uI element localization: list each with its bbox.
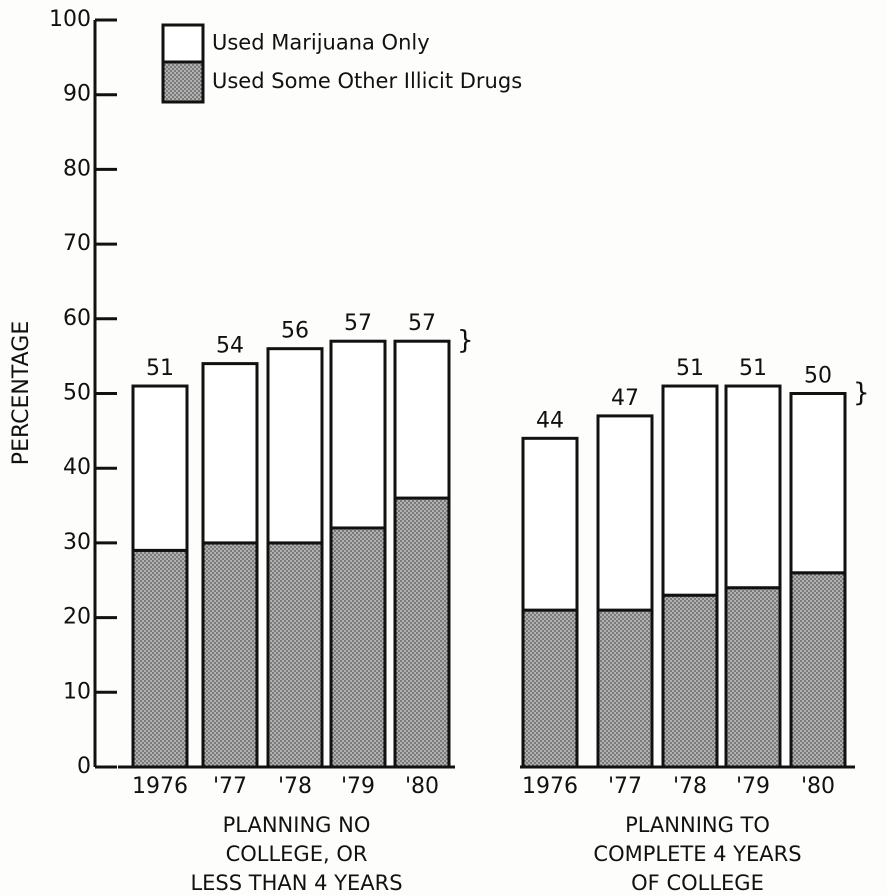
legend-label: Used Marijuana Only xyxy=(212,31,430,55)
total-label: 51 xyxy=(739,356,767,381)
group-label: COMPLETE 4 YEARS xyxy=(593,842,801,866)
bar-segment xyxy=(131,548,189,769)
group-label: PLANNING TO xyxy=(625,813,770,837)
bar-segment xyxy=(266,541,324,769)
bar-segment xyxy=(329,339,387,530)
x-tick-label: '78 xyxy=(673,774,707,799)
bar-segment xyxy=(131,384,189,552)
bar-segment xyxy=(266,347,324,545)
y-tick-label: 90 xyxy=(63,82,91,107)
bar-segment xyxy=(661,384,719,597)
x-tick-label: '77 xyxy=(608,774,642,799)
total-label: 44 xyxy=(536,408,564,433)
total-label: 57 xyxy=(344,311,372,336)
x-tick-label: '79 xyxy=(341,774,375,799)
legend-swatch xyxy=(161,60,205,104)
total-label: 54 xyxy=(216,334,244,359)
bar-segment xyxy=(201,362,259,545)
bar-segment xyxy=(521,436,579,612)
bar-segment xyxy=(393,339,451,500)
y-tick-label: 10 xyxy=(63,679,91,704)
group-label: COLLEGE, OR xyxy=(226,842,368,866)
bar-segment xyxy=(201,541,259,769)
group-label: PLANNING NO xyxy=(223,813,371,837)
group-label: LESS THAN 4 YEARS xyxy=(190,871,402,895)
x-tick-label: 1976 xyxy=(522,774,578,799)
y-tick-label: 40 xyxy=(63,455,91,480)
y-tick-label: 50 xyxy=(63,381,91,406)
total-label: 50 xyxy=(804,364,832,389)
y-tick-label: 100 xyxy=(49,7,91,32)
bar-segment xyxy=(521,608,579,769)
brace: } xyxy=(457,326,474,356)
total-label: 51 xyxy=(146,356,174,381)
bar-segment xyxy=(724,586,782,769)
legend-label: Used Some Other Illicit Drugs xyxy=(212,69,522,93)
bar-segment xyxy=(329,526,387,769)
total-label: 51 xyxy=(676,356,704,381)
y-tick-label: 30 xyxy=(63,530,91,555)
total-label: 56 xyxy=(281,319,309,344)
bar-segment xyxy=(596,608,654,769)
bar-segment xyxy=(724,384,782,590)
bar-segment xyxy=(789,392,847,575)
x-tick-label: '79 xyxy=(736,774,770,799)
bar-segment xyxy=(661,593,719,769)
legend-swatch xyxy=(161,23,205,64)
group-label: OF COLLEGE xyxy=(631,871,764,895)
y-tick-label: 0 xyxy=(77,754,91,779)
brace: } xyxy=(853,378,870,408)
x-tick-label: '80 xyxy=(405,774,439,799)
y-tick-label: 20 xyxy=(63,605,91,630)
bar-segment xyxy=(393,496,451,769)
y-axis-label: PERCENTAGE xyxy=(9,321,34,465)
y-tick-label: 70 xyxy=(63,231,91,256)
bar-segment xyxy=(596,414,654,612)
x-tick-label: '78 xyxy=(278,774,312,799)
x-tick-label: 1976 xyxy=(132,774,188,799)
bar-segment xyxy=(789,571,847,769)
x-tick-label: '77 xyxy=(213,774,247,799)
y-tick-label: 60 xyxy=(63,306,91,331)
y-tick-label: 80 xyxy=(63,156,91,181)
total-label: 57 xyxy=(408,311,436,336)
x-tick-label: '80 xyxy=(801,774,835,799)
total-label: 47 xyxy=(611,386,639,411)
